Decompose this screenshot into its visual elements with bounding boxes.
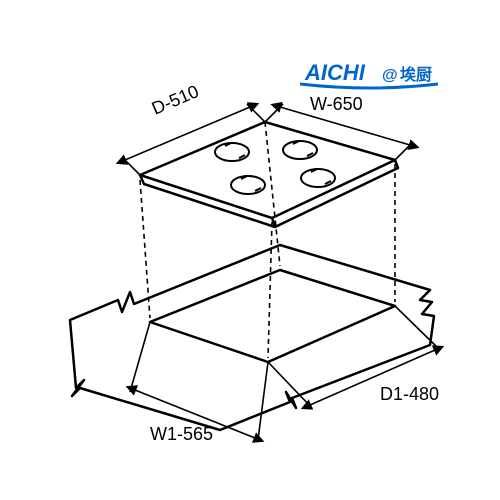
brand-cjk: 埃厨 (400, 65, 432, 84)
label-width-top: W-650 (310, 94, 363, 114)
cooktop-dimension-diagram: D-510 W-650 W1-565 D1-480 AICHI @ 埃厨 (0, 0, 500, 500)
brand-name: AICHI (304, 60, 366, 85)
brand-watermark: AICHI @ 埃厨 (300, 60, 438, 88)
label-width-cut: W1-565 (150, 424, 213, 444)
label-depth-top: D-510 (149, 81, 202, 119)
brand-underline (300, 84, 438, 88)
label-depth-cut: D1-480 (380, 384, 439, 404)
brand-at: @ (382, 67, 398, 84)
